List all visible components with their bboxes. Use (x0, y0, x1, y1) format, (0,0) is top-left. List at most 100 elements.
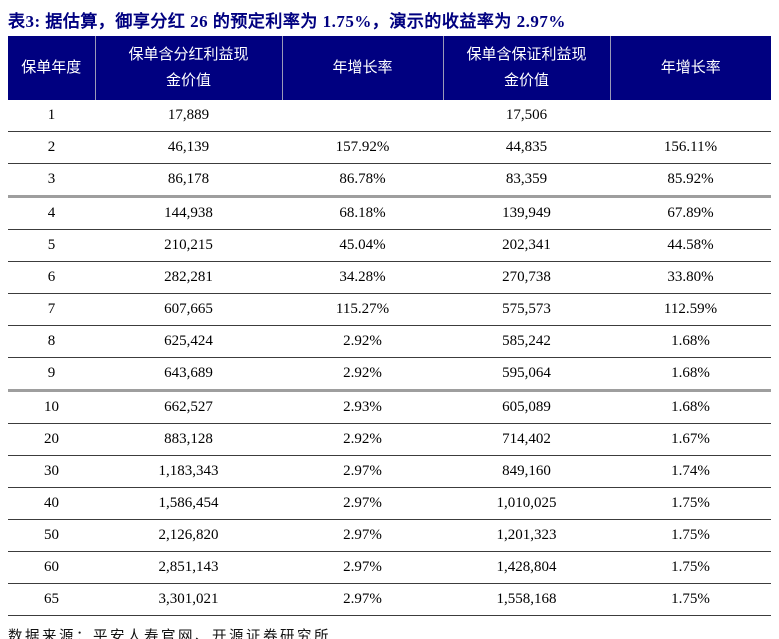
table-cell: 2,126,820 (95, 519, 282, 552)
table-cell: 2.97% (282, 583, 443, 616)
table-row: 30 1,183,343 2.97% 849,160 1.74% (8, 455, 771, 488)
table-cell: 17,506 (443, 100, 610, 132)
table-cell: 144,938 (95, 196, 282, 230)
table-cell: 1.74% (610, 455, 771, 488)
col-header-label: 年增长率 (660, 60, 721, 76)
table-cell: 156.11% (610, 131, 771, 164)
table-cell: 2.92% (282, 357, 443, 392)
table-cell: 2.93% (282, 390, 443, 424)
table-row: 9 643,689 2.92% 595,064 1.68% (8, 357, 771, 392)
data-source-note: 数据来源：平安人寿官网、开源证券研究所 (8, 629, 331, 639)
table-cell: 883,128 (95, 423, 282, 456)
table-row: 8 625,424 2.92% 585,242 1.68% (8, 325, 771, 358)
table-cell: 282,281 (95, 261, 282, 294)
table-cell: 7 (8, 293, 95, 326)
table-row: 65 3,301,021 2.97% 1,558,168 1.75% (8, 583, 771, 616)
table-cell: 67.89% (610, 196, 771, 230)
table-cell: 585,242 (443, 325, 610, 358)
table-cell: 115.27% (282, 293, 443, 326)
table-cell: 6 (8, 261, 95, 294)
table-row: 20 883,128 2.92% 714,402 1.67% (8, 423, 771, 456)
table-cell: 1,586,454 (95, 487, 282, 520)
table-cell: 1 (8, 100, 95, 132)
table-row: 1 17,889 17,506 (8, 100, 771, 132)
table-row: 40 1,586,454 2.97% 1,010,025 1.75% (8, 487, 771, 520)
table-cell: 1.75% (610, 519, 771, 552)
table-cell: 607,665 (95, 293, 282, 326)
table-cell: 44.58% (610, 229, 771, 262)
table-cell: 50 (8, 519, 95, 552)
table-title: 表3: 据估算，御享分红 26 的预定利率为 1.75%，演示的收益率为 2.9… (8, 12, 566, 31)
table-cell: 9 (8, 357, 95, 392)
table-cell: 1,201,323 (443, 519, 610, 552)
table-cell: 2.97% (282, 455, 443, 488)
table-header-row: 保单年度 保单含分红利益现金价值 年增长率 保单含保证利益现金价值 年增长率 (8, 36, 771, 100)
table-row: 7 607,665 115.27% 575,573 112.59% (8, 293, 771, 326)
table-cell: 849,160 (443, 455, 610, 488)
table-cell: 1,010,025 (443, 487, 610, 520)
table-cell: 2.92% (282, 325, 443, 358)
table-cell: 86,178 (95, 163, 282, 198)
table-cell: 112.59% (610, 293, 771, 326)
col-header-label: 保单含分红利益现金价值 (128, 47, 249, 89)
table-cell: 1,558,168 (443, 583, 610, 616)
table-cell: 1.67% (610, 423, 771, 456)
table-cell: 20 (8, 423, 95, 456)
table-cell: 1.75% (610, 487, 771, 520)
table-cell: 86.78% (282, 163, 443, 198)
table-cell: 4 (8, 196, 95, 230)
table-cell: 5 (8, 229, 95, 262)
table-row: 2 46,139 157.92% 44,835 156.11% (8, 131, 771, 164)
table-cell: 2.92% (282, 423, 443, 456)
table-cell: 1.68% (610, 325, 771, 358)
table-cell: 2.97% (282, 519, 443, 552)
table-cell: 157.92% (282, 131, 443, 164)
table-cell: 662,527 (95, 390, 282, 424)
col-header-annual-growth-dividend: 年增长率 (282, 36, 444, 100)
table-cell: 3 (8, 163, 95, 198)
table-cell: 1.75% (610, 583, 771, 616)
table-row: 6 282,281 34.28% 270,738 33.80% (8, 261, 771, 294)
table-cell: 643,689 (95, 357, 282, 392)
table-cell: 65 (8, 583, 95, 616)
table-cell: 1,428,804 (443, 551, 610, 584)
table-cell: 1,183,343 (95, 455, 282, 488)
table-cell: 44,835 (443, 131, 610, 164)
table-row: 4 144,938 68.18% 139,949 67.89% (8, 196, 771, 230)
table-cell: 8 (8, 325, 95, 358)
table-cell: 2 (8, 131, 95, 164)
table-cell: 33.80% (610, 261, 771, 294)
table-cell: 595,064 (443, 357, 610, 392)
table-row: 3 86,178 86.78% 83,359 85.92% (8, 163, 771, 198)
table-cell: 30 (8, 455, 95, 488)
table-cell: 1.68% (610, 390, 771, 424)
table-row: 60 2,851,143 2.97% 1,428,804 1.75% (8, 551, 771, 584)
table-cell: 1.68% (610, 357, 771, 392)
table-cell: 1.75% (610, 551, 771, 584)
table-cell (282, 100, 443, 132)
table-cell: 139,949 (443, 196, 610, 230)
table-row: 10 662,527 2.93% 605,089 1.68% (8, 390, 771, 424)
col-header-label: 保单含保证利益现金价值 (466, 47, 587, 89)
table-cell (610, 100, 771, 132)
table-cell: 2.97% (282, 551, 443, 584)
col-header-guaranteed-cash-value: 保单含保证利益现金价值 (443, 36, 611, 100)
table-cell: 270,738 (443, 261, 610, 294)
col-header-label: 年增长率 (332, 60, 393, 76)
table-header: 保单年度 保单含分红利益现金价值 年增长率 保单含保证利益现金价值 年增长率 (8, 36, 771, 100)
table-cell: 10 (8, 390, 95, 424)
table-cell: 625,424 (95, 325, 282, 358)
table-body: 1 17,889 17,506 2 46,139 157.92% 44,835 156.11%… (8, 100, 771, 616)
table-cell: 83,359 (443, 163, 610, 198)
table-cell: 210,215 (95, 229, 282, 262)
policy-value-table: 保单年度 保单含分红利益现金价值 年增长率 保单含保证利益现金价值 年增长率 1… (8, 36, 771, 616)
table-cell: 46,139 (95, 131, 282, 164)
table-cell: 3,301,021 (95, 583, 282, 616)
table-cell: 40 (8, 487, 95, 520)
table-cell: 60 (8, 551, 95, 584)
table-cell: 2.97% (282, 487, 443, 520)
col-header-label: 保单年度 (21, 60, 82, 76)
table-row: 50 2,126,820 2.97% 1,201,323 1.75% (8, 519, 771, 552)
col-header-policy-year: 保单年度 (8, 36, 96, 100)
